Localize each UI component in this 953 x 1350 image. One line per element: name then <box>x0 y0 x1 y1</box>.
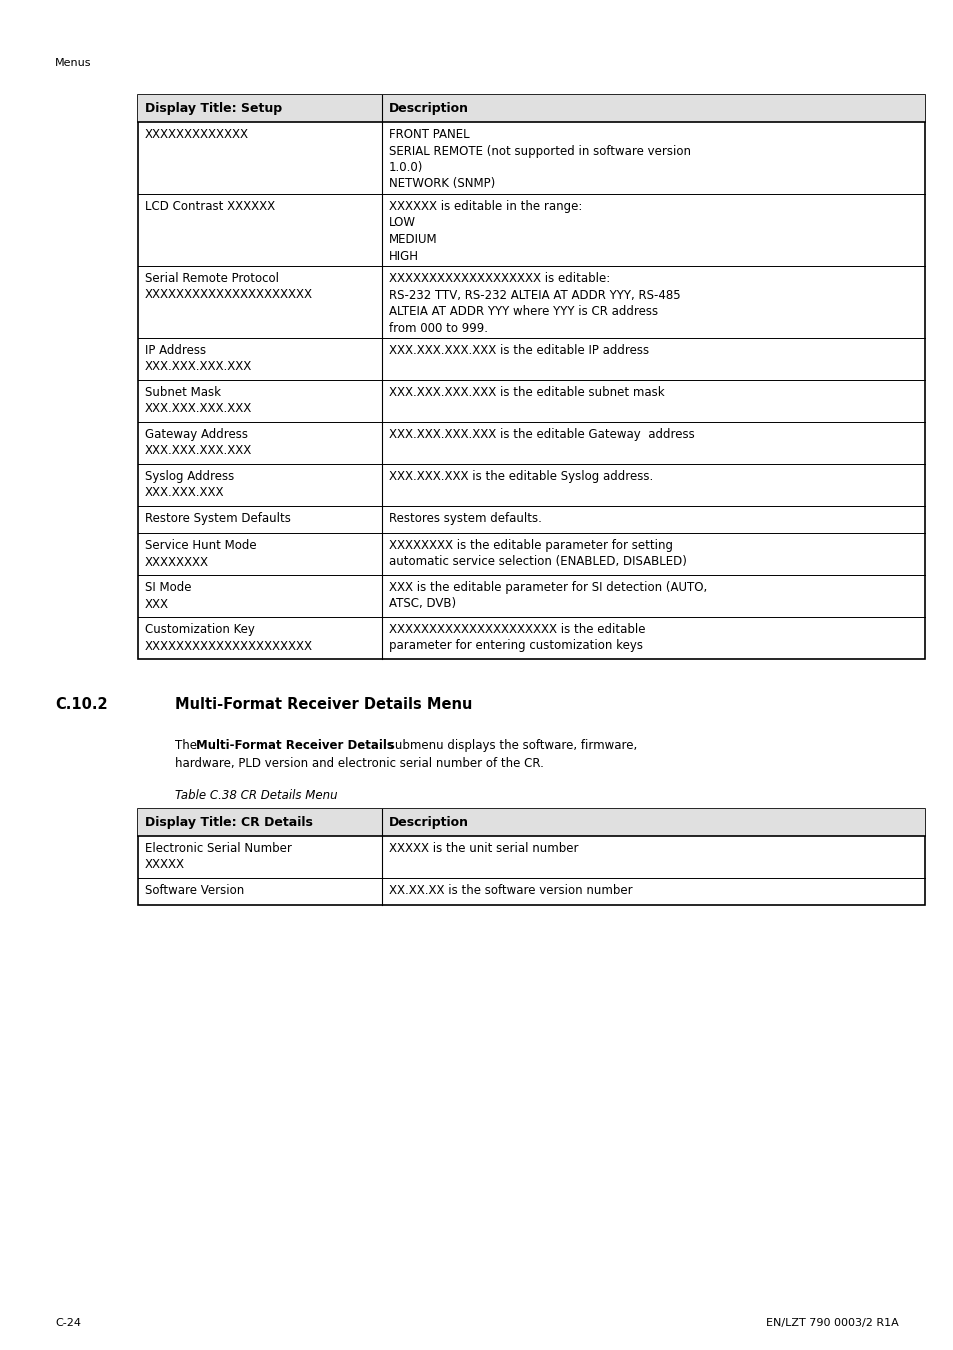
Text: Display Title: CR Details: Display Title: CR Details <box>145 815 313 829</box>
Text: XXXXXXXX is the editable parameter for setting
automatic service selection (ENAB: XXXXXXXX is the editable parameter for s… <box>389 539 686 568</box>
Text: The: The <box>174 738 200 752</box>
Text: EN/LZT 790 0003/2 R1A: EN/LZT 790 0003/2 R1A <box>765 1318 898 1328</box>
Text: Description: Description <box>389 815 469 829</box>
Bar <box>138 95 924 122</box>
Text: Service Hunt Mode
XXXXXXXX: Service Hunt Mode XXXXXXXX <box>145 539 256 568</box>
Text: Serial Remote Protocol
XXXXXXXXXXXXXXXXXXXXX: Serial Remote Protocol XXXXXXXXXXXXXXXXX… <box>145 271 313 301</box>
Text: Software Version: Software Version <box>145 884 244 896</box>
Text: XXX.XXX.XXX.XXX is the editable subnet mask: XXX.XXX.XXX.XXX is the editable subnet m… <box>389 386 664 400</box>
Text: Description: Description <box>389 103 469 115</box>
Text: SI Mode
XXX: SI Mode XXX <box>145 580 192 610</box>
Text: Customization Key
XXXXXXXXXXXXXXXXXXXXX: Customization Key XXXXXXXXXXXXXXXXXXXXX <box>145 622 313 652</box>
Text: Restores system defaults.: Restores system defaults. <box>389 512 541 525</box>
Text: C.10.2: C.10.2 <box>55 697 108 711</box>
Text: IP Address
XXX.XXX.XXX.XXX: IP Address XXX.XXX.XXX.XXX <box>145 344 252 374</box>
Text: XXXXXX is editable in the range:
LOW
MEDIUM
HIGH: XXXXXX is editable in the range: LOW MED… <box>389 200 581 262</box>
Text: Display Title: Setup: Display Title: Setup <box>145 103 282 115</box>
Text: FRONT PANEL
SERIAL REMOTE (not supported in software version
1.0.0)
NETWORK (SNM: FRONT PANEL SERIAL REMOTE (not supported… <box>389 128 690 190</box>
Text: Menus: Menus <box>55 58 91 68</box>
Text: Electronic Serial Number
XXXXX: Electronic Serial Number XXXXX <box>145 842 292 872</box>
Text: XXX.XXX.XXX.XXX is the editable Gateway  address: XXX.XXX.XXX.XXX is the editable Gateway … <box>389 428 694 441</box>
Text: C-24: C-24 <box>55 1318 81 1328</box>
Text: XXXXX is the unit serial number: XXXXX is the unit serial number <box>389 842 578 855</box>
Bar <box>138 809 924 836</box>
Text: Multi-Format Receiver Details Menu: Multi-Format Receiver Details Menu <box>174 697 472 711</box>
Text: Gateway Address
XXX.XXX.XXX.XXX: Gateway Address XXX.XXX.XXX.XXX <box>145 428 252 458</box>
Text: hardware, PLD version and electronic serial number of the CR.: hardware, PLD version and electronic ser… <box>174 757 543 769</box>
Bar <box>138 95 924 659</box>
Text: LCD Contrast XXXXXX: LCD Contrast XXXXXX <box>145 200 274 213</box>
Text: XXX.XXX.XXX.XXX is the editable IP address: XXX.XXX.XXX.XXX is the editable IP addre… <box>389 344 648 356</box>
Text: Restore System Defaults: Restore System Defaults <box>145 512 291 525</box>
Text: Multi-Format Receiver Details: Multi-Format Receiver Details <box>195 738 394 752</box>
Text: Subnet Mask
XXX.XXX.XXX.XXX: Subnet Mask XXX.XXX.XXX.XXX <box>145 386 252 416</box>
Text: Syslog Address
XXX.XXX.XXX: Syslog Address XXX.XXX.XXX <box>145 470 234 500</box>
Text: submenu displays the software, firmware,: submenu displays the software, firmware, <box>385 738 637 752</box>
Text: XXX is the editable parameter for SI detection (AUTO,
ATSC, DVB): XXX is the editable parameter for SI det… <box>389 580 706 610</box>
Text: Table C.38 CR Details Menu: Table C.38 CR Details Menu <box>174 788 337 802</box>
Text: XXXXXXXXXXXXXXXXXXXXX is the editable
parameter for entering customization keys: XXXXXXXXXXXXXXXXXXXXX is the editable pa… <box>389 622 645 652</box>
Text: XXXXXXXXXXXXX: XXXXXXXXXXXXX <box>145 128 249 140</box>
Bar <box>138 809 924 904</box>
Text: XX.XX.XX is the software version number: XX.XX.XX is the software version number <box>389 884 632 896</box>
Text: XXX.XXX.XXX is the editable Syslog address.: XXX.XXX.XXX is the editable Syslog addre… <box>389 470 653 483</box>
Text: XXXXXXXXXXXXXXXXXXX is editable:
RS-232 TTV, RS-232 ALTEIA AT ADDR YYY, RS-485
A: XXXXXXXXXXXXXXXXXXX is editable: RS-232 … <box>389 271 679 335</box>
